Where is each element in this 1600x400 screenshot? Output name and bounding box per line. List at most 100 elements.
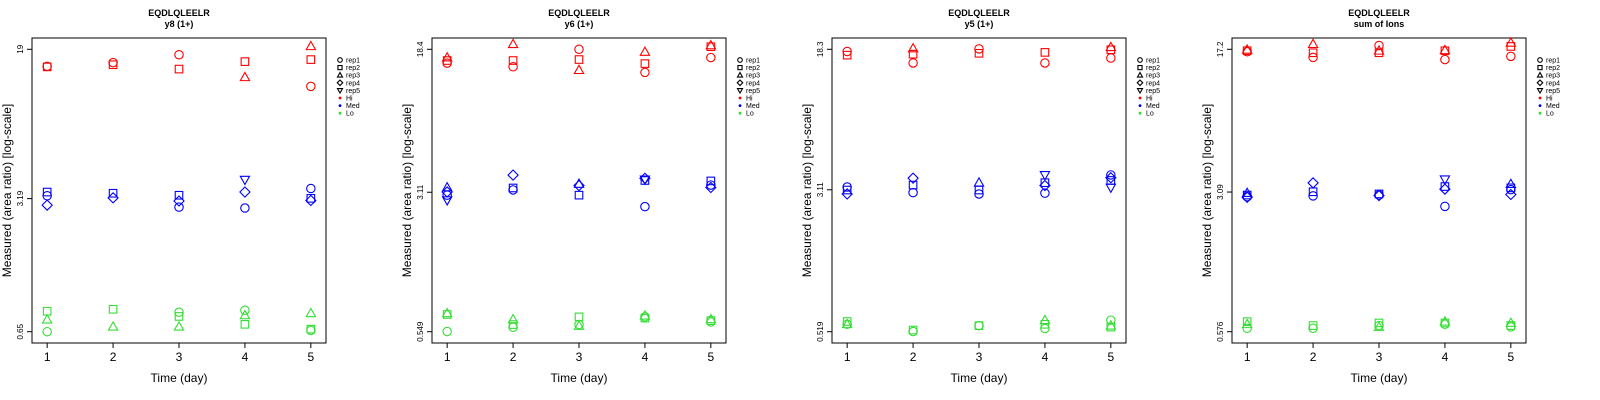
- point-lo-rep3: [573, 319, 585, 330]
- point-lo-rep1: [1242, 323, 1252, 334]
- point-med-rep4: [1039, 179, 1051, 192]
- plot-frame: [31, 37, 327, 344]
- x-tick-label: 4: [242, 350, 249, 364]
- point-hi-rep2: [1040, 48, 1050, 57]
- point-lo-rep3: [1039, 314, 1051, 325]
- point-hi-rep3: [1373, 44, 1385, 55]
- point-hi-rep3: [507, 38, 519, 49]
- point-lo-rep2: [1242, 317, 1252, 326]
- point-hi-rep2: [908, 49, 918, 59]
- legend-label: rep3: [746, 73, 760, 80]
- legend-label: Med: [746, 103, 760, 110]
- point-lo-rep3: [41, 313, 53, 324]
- point-med-rep5: [441, 196, 453, 207]
- legend-label: rep2: [746, 65, 760, 72]
- point-hi-rep2: [842, 50, 852, 60]
- x-tick-label: 4: [642, 350, 649, 364]
- point-med-rep5: [639, 175, 651, 186]
- point-med-rep2: [306, 194, 316, 203]
- legend-dot-med: [1138, 104, 1142, 107]
- point-hi-rep1: [1040, 58, 1050, 68]
- legend-label: Lo: [346, 111, 354, 118]
- x-tick-label: 1: [1244, 350, 1251, 364]
- x-tick-label: 4: [1442, 350, 1449, 364]
- point-med-rep3: [1505, 178, 1517, 188]
- legend-label: rep5: [1146, 88, 1160, 95]
- point-lo-rep2: [574, 312, 584, 322]
- point-lo-rep1: [1106, 315, 1116, 325]
- legend-marker-rep4: [336, 79, 344, 87]
- point-lo-rep1: [508, 322, 518, 333]
- point-lo-rep3: [1241, 318, 1253, 329]
- point-med-rep1: [1106, 170, 1116, 180]
- point-lo-rep3: [841, 318, 853, 329]
- point-med-rep3: [441, 181, 453, 192]
- y-tick-label: 3.11: [816, 182, 825, 198]
- point-hi-rep3: [1307, 38, 1319, 49]
- point-hi-rep2: [108, 60, 118, 70]
- y-tick-label: 19: [16, 44, 25, 53]
- point-hi-rep3: [1505, 36, 1517, 47]
- legend-marker-rep5: [736, 88, 744, 95]
- x-tick-label: 5: [1107, 350, 1114, 364]
- chart-title: EQDLQLEELR: [948, 8, 1010, 18]
- legend-label: rep3: [346, 73, 360, 80]
- point-lo-rep3: [441, 307, 453, 318]
- y-tick-label: 0.576: [1216, 321, 1225, 342]
- legend-marker-rep2: [1537, 64, 1543, 71]
- point-lo-rep2: [1040, 319, 1050, 329]
- legend-label: rep1: [1146, 58, 1160, 65]
- chart-panel-4: EQDLQLEELR sum of Ions 1 2 3 4 5 0.576 3.09 17.2 T…: [1200, 0, 1600, 400]
- legend-marker-rep1: [737, 57, 743, 63]
- legend-dot-med: [1538, 104, 1542, 107]
- y-tick-label: 17.2: [1216, 41, 1225, 57]
- point-lo-rep1: [974, 320, 984, 331]
- legend-marker-rep4: [1536, 79, 1544, 87]
- point-med-rep5: [1439, 175, 1451, 186]
- point-hi-rep2: [240, 57, 250, 66]
- y-axis-label: Measured (area ratio) [log-scale]: [0, 104, 14, 277]
- point-med-rep4: [1105, 171, 1117, 184]
- legend-marker-rep1: [337, 57, 343, 63]
- point-lo-rep2: [974, 321, 984, 331]
- point-med-rep4: [305, 194, 317, 207]
- legend-label: rep1: [1546, 58, 1560, 65]
- point-hi-rep1: [1106, 53, 1116, 63]
- point-lo-rep3: [239, 309, 251, 320]
- point-hi-rep2: [42, 62, 52, 72]
- chart-subtitle: y5 (1+): [965, 19, 994, 29]
- point-lo-rep3: [305, 307, 317, 318]
- x-tick-label: 5: [707, 350, 714, 364]
- chart-subtitle: y6 (1+): [565, 19, 594, 29]
- x-tick-label: 3: [176, 350, 183, 364]
- legend-label: rep2: [1146, 65, 1160, 72]
- point-lo-rep3: [1105, 319, 1117, 330]
- point-lo-rep1: [1308, 323, 1318, 334]
- legend-marker-rep4: [736, 79, 744, 87]
- y-tick-label: 0.519: [816, 321, 825, 342]
- point-med-rep4: [107, 191, 119, 204]
- point-hi-rep2: [1308, 48, 1318, 58]
- chart-panel-3: EQDLQLEELR y5 (1+) 1 2 3 4 5 0.519 3.11 18.3 Time …: [800, 0, 1200, 400]
- legend-dot-lo: [1538, 111, 1542, 115]
- legend-marker-rep3: [1536, 71, 1544, 78]
- legend-label: Med: [1546, 103, 1560, 110]
- point-med-rep3: [1241, 187, 1253, 198]
- point-med-rep4: [41, 199, 53, 211]
- point-hi-rep1: [706, 52, 716, 63]
- point-med-rep1: [174, 202, 184, 212]
- plot-frame: [831, 37, 1127, 344]
- chart-title: EQDLQLEELR: [148, 8, 210, 18]
- point-med-rep5: [1105, 183, 1117, 194]
- x-tick-label: 2: [1310, 350, 1317, 364]
- chart-title: EQDLQLEELR: [1348, 8, 1410, 18]
- point-hi-rep3: [1241, 43, 1253, 54]
- y-tick-label: 18.3: [816, 41, 825, 57]
- x-tick-label: 3: [576, 350, 583, 364]
- point-hi-rep2: [974, 48, 984, 58]
- point-hi-rep3: [1105, 41, 1117, 52]
